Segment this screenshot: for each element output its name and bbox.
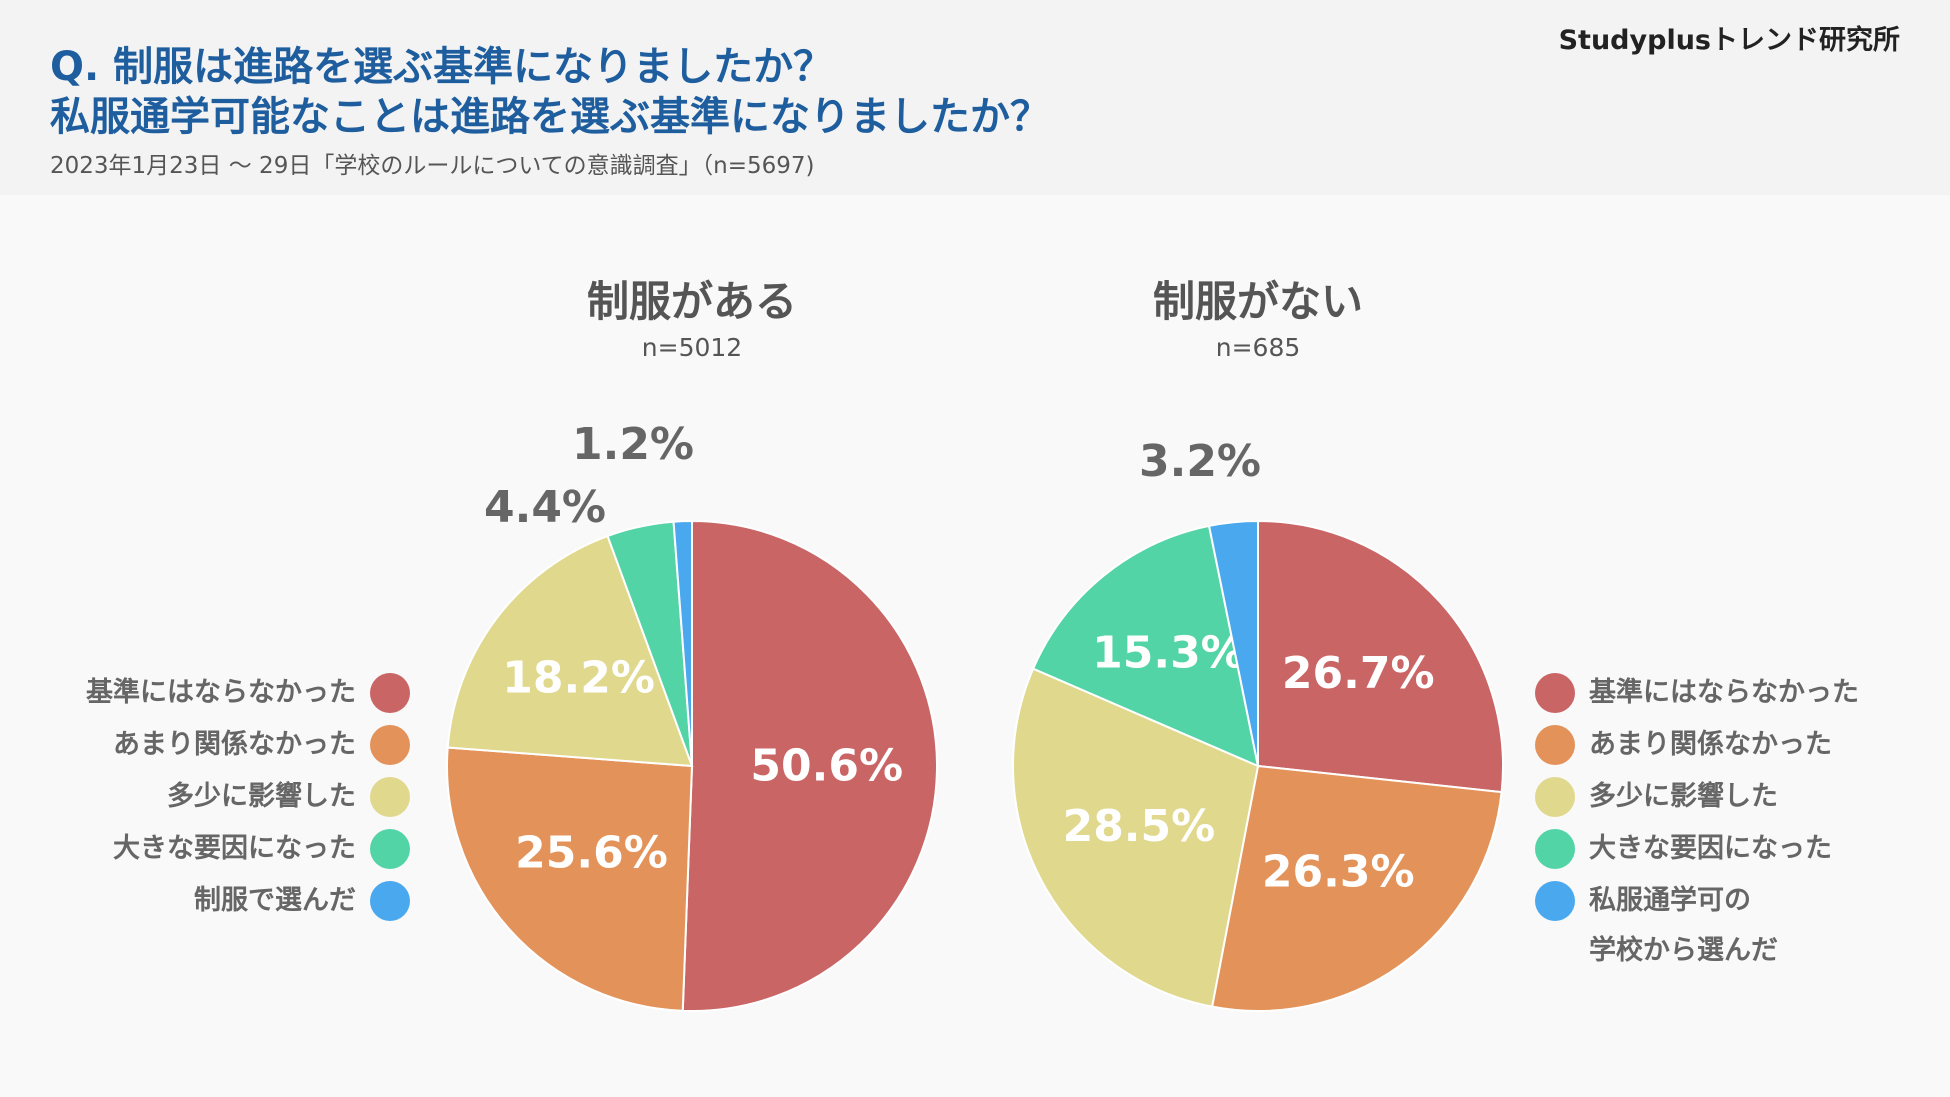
legend-swatch-blue xyxy=(1535,881,1575,921)
survey-subtitle: 2023年1月23日 〜 29日「学校のルールについての意識調査」（n=5697… xyxy=(50,153,815,179)
pie-1-title: 制服がある xyxy=(586,277,798,326)
pie-2-n: n=685 xyxy=(1215,333,1301,362)
pie-1-n: n=5012 xyxy=(641,333,743,362)
pie-2-slice-1 xyxy=(1257,519,1504,794)
pie-2-label-5: 3.2% xyxy=(1139,436,1261,487)
legend-2-item-2: あまり関係なかった xyxy=(1535,720,1832,770)
legend-swatch-orange xyxy=(1535,725,1575,765)
pie-1-label-3: 18.2% xyxy=(502,652,655,703)
pie-2-slice-2 xyxy=(1210,764,1503,1012)
pie-2-slice-3 xyxy=(1012,667,1260,1008)
legend-2-item-5: 私服通学可の 学校から選んだ xyxy=(1535,876,1778,976)
legend-swatch-red xyxy=(370,673,410,713)
header: Studyplusトレンド研究所 Q. 制服は進路を選ぶ基準になりましたか？ 私… xyxy=(0,0,1950,195)
pie-2-label-2: 26.3% xyxy=(1262,846,1415,897)
pie-2-slice-5 xyxy=(1207,519,1259,767)
legend-swatch-green xyxy=(370,829,410,869)
pie-1-label-4: 4.4% xyxy=(484,482,606,533)
legend-swatch-green xyxy=(1535,829,1575,869)
pie-2: 26.7% 26.3% 28.5% 15.3% 3.2% xyxy=(1012,436,1504,1012)
legend-2-item-1: 基準にはならなかった xyxy=(1535,668,1859,718)
pie-1-label-1: 50.6% xyxy=(750,741,903,792)
legend-1-item-3: 多少に影響した xyxy=(167,772,410,822)
brand-logo: Studyplusトレンド研究所 xyxy=(1558,25,1900,56)
pie-2-label-1: 26.7% xyxy=(1282,648,1435,699)
pie-2-label-4: 15.3% xyxy=(1092,628,1245,679)
pie-1-label-5: 1.2% xyxy=(572,419,694,470)
legend-1-item-1: 基準にはならなかった xyxy=(86,668,410,718)
legend-2-item-4: 大きな要因になった xyxy=(1535,824,1832,874)
pie-1: 50.6% 25.6% 18.2% 4.4% 1.2% xyxy=(446,419,938,1012)
pie-2-label-3: 28.5% xyxy=(1063,801,1216,852)
pie-1-slice-3 xyxy=(446,534,694,768)
legend-swatch-yellow xyxy=(370,777,410,817)
pie-1-slice-5 xyxy=(672,519,693,767)
legend-swatch-orange xyxy=(370,725,410,765)
legend-swatch-blue xyxy=(370,881,410,921)
legend-swatch-red xyxy=(1535,673,1575,713)
pie-1-label-2: 25.6% xyxy=(515,828,668,879)
legend-1-item-4: 大きな要因になった xyxy=(113,824,410,874)
pie-1-slice-2 xyxy=(446,746,694,1012)
legend-2-item-3: 多少に影響した xyxy=(1535,772,1778,822)
pie-2-title: 制服がない xyxy=(1152,277,1364,326)
pie-2-slice-4 xyxy=(1031,524,1260,768)
legend-1-item-5: 制服で選んだ xyxy=(194,876,410,926)
chart-panel xyxy=(0,195,1950,1097)
pie-1-slice-1 xyxy=(681,519,938,1012)
legend-1-item-2: あまり関係なかった xyxy=(113,720,410,770)
page-title-line-1: Q. 制服は進路を選ぶ基準になりましたか？ xyxy=(50,44,834,90)
page-title-line-2: 私服通学可能なことは進路を選ぶ基準になりましたか？ xyxy=(50,94,1050,140)
legend-swatch-yellow xyxy=(1535,777,1575,817)
